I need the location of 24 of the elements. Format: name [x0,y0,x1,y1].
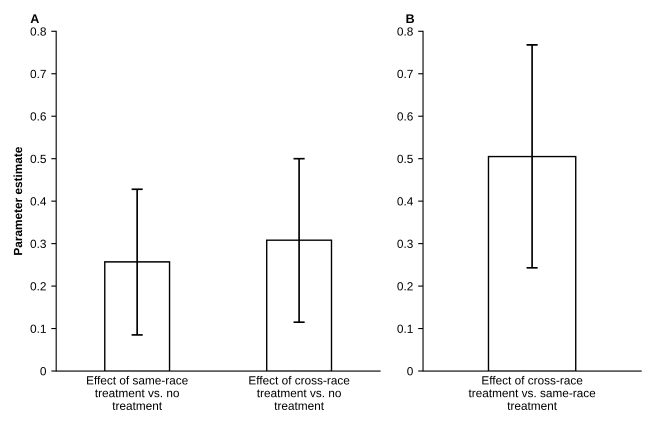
y-tick-label: 0.3 [397,240,413,248]
x-tick-label: Effect of cross-race treatment vs. no treatment [249,376,350,410]
y-tick-label: 0.2 [397,282,413,290]
y-tick-label: 0.6 [397,112,413,121]
y-tick-label: 0.8 [30,27,46,36]
chart-title: B [406,14,414,23]
x-tick-label: Effect of cross-race treatment vs. same-race treatment [468,376,596,410]
y-tick-label: 0.4 [30,197,46,206]
y-tick-label: 0.7 [397,70,413,78]
y-tick-label: 0 [407,367,413,376]
y-tick-label: 0.4 [397,197,413,206]
y-tick-label: 0.5 [397,154,413,164]
y-tick-label: 0.3 [30,240,46,248]
y-tick-label: 0.5 [30,154,46,164]
y-tick-label: 0.1 [30,324,46,333]
y-tick-label: 0 [40,367,46,376]
y-tick-label: 0.7 [30,70,46,78]
x-tick-label: Effect of same-race treatment vs. no treatment [87,376,188,410]
y-tick-label: 0.1 [397,324,413,333]
y-axis-title: Parameter estimate [13,147,22,255]
y-tick-label: 0.6 [30,112,46,121]
y-tick-label: 0.8 [397,27,413,36]
y-tick-label: 0.2 [30,282,46,290]
chart-title: A [30,14,39,23]
